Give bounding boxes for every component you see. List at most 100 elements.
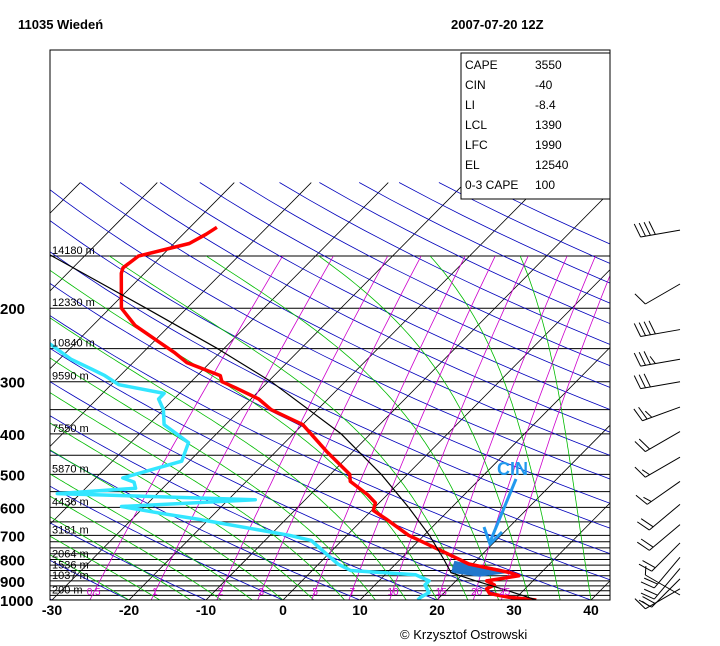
isotherm (513, 502, 610, 600)
wind-barb-feather (640, 592, 655, 600)
temperature-tick-label: 20 (429, 602, 445, 618)
mixing-ratio-line (348, 255, 496, 600)
mixing-ratio-line (257, 255, 422, 600)
wind-barb (634, 588, 681, 610)
moist-adiabat (50, 535, 161, 600)
mixing-ratio-label: 7 (350, 587, 356, 598)
pressure-tick-label: 800 (0, 553, 25, 570)
cin-label: CIN (497, 459, 528, 479)
wind-barb-feather (641, 600, 650, 607)
wind-barb-feather (633, 375, 642, 389)
wind-barb (634, 431, 681, 453)
wind-barb-feather (644, 566, 647, 576)
height-label: 10840 m (52, 338, 95, 350)
height-label: 14180 m (52, 245, 95, 257)
dry-adiabat (50, 189, 610, 480)
height-label: 3181 m (52, 524, 89, 536)
moist-adiabat (50, 449, 284, 600)
moist-adiabat (429, 255, 561, 600)
mixing-ratio-line (501, 274, 610, 600)
wind-barb-feather (642, 560, 656, 569)
height-label: 2064 m (52, 549, 89, 561)
wind-barb-feather (648, 320, 656, 335)
height-label: 4436 m (52, 496, 89, 508)
wind-barb-feather (634, 441, 646, 452)
wind-barbs (633, 221, 681, 610)
dry-adiabat (50, 559, 130, 600)
mixing-ratio-line (311, 255, 466, 600)
wind-barb-staff (649, 503, 681, 531)
wind-barb (640, 568, 681, 600)
parcel-line (50, 254, 537, 600)
index-value: 12540 (535, 158, 569, 172)
isotherm (282, 269, 610, 600)
temperature-tick-label: 10 (352, 602, 368, 618)
wind-barb (633, 320, 681, 338)
mixing-ratio-label: 0.5 (87, 587, 101, 598)
index-value: -40 (535, 78, 553, 92)
temperature-tick-label: -10 (196, 602, 216, 618)
height-label: 12330 m (52, 297, 95, 309)
moist-adiabat (50, 516, 191, 600)
temperature-tick-label: -30 (42, 602, 62, 618)
wind-barb-feather (649, 356, 656, 364)
isotherm (50, 182, 235, 370)
wind-barb-feather (633, 352, 642, 367)
dry-adiabat (50, 251, 610, 529)
wind-barb-staff (640, 229, 681, 238)
index-value: -8.4 (535, 98, 556, 112)
wind-barb-feather (634, 598, 646, 610)
wind-barb (633, 221, 681, 238)
dry-adiabat (50, 282, 610, 555)
wind-barb-staff (642, 406, 681, 422)
wind-barb (637, 524, 681, 551)
index-name: EL (465, 158, 480, 172)
index-name: LI (465, 98, 475, 112)
datetime-title: 2007-07-20 12Z (451, 17, 544, 32)
mixing-ratio-label: 20 (471, 587, 483, 598)
dry-adiabat (50, 220, 610, 504)
mixing-ratio-label: 15 (436, 587, 448, 598)
height-label: 200 m (52, 584, 83, 596)
dry-adiabat (50, 485, 285, 600)
wind-barb-staff (646, 481, 681, 505)
wind-barb (633, 351, 681, 367)
moist-adiabat (519, 255, 592, 600)
dry-adiabat (79, 182, 610, 456)
wind-barb-feather (643, 351, 651, 365)
moist-adiabat (50, 473, 253, 600)
mixing-ratio-line (472, 255, 596, 600)
index-value: 1990 (535, 138, 562, 152)
mixing-ratio-label: 25 (499, 587, 511, 598)
wind-barb-feather (638, 438, 651, 450)
wind-barb (633, 373, 681, 390)
dry-adiabat (50, 450, 362, 600)
wind-barb-feather (640, 538, 654, 548)
wind-barb-feather (633, 408, 643, 422)
indices-box: CAPE 3550 CIN -40 LI -8.4 LCL 1390 LFC 1990 EL 1254… (460, 52, 611, 200)
dry-adiabat (50, 315, 610, 581)
wind-barb-feather (648, 221, 656, 235)
isotherm (50, 182, 158, 292)
wind-barb (633, 406, 681, 422)
wind-barb (635, 481, 681, 505)
wind-barb-feather (644, 577, 658, 585)
dry-adiabat (50, 347, 593, 600)
wind-barb-feather (635, 494, 648, 505)
wind-barb-feather (634, 293, 646, 305)
index-value: 3550 (535, 58, 562, 72)
wind-barb-feather (633, 223, 642, 238)
temperature-tick-label: 0 (279, 602, 287, 618)
index-name: 0-3 CAPE (465, 178, 518, 192)
wind-barb-feather (637, 521, 650, 531)
author-credit: © Krzysztof Ostrowski (400, 627, 527, 642)
isotherm (359, 346, 610, 600)
wind-barb-staff (653, 568, 681, 600)
wind-barb-feather (640, 581, 655, 589)
profiles (50, 225, 537, 600)
wind-barb-feather (642, 596, 656, 605)
wind-barb-staff (645, 283, 681, 305)
wind-barb-feather (638, 351, 646, 366)
